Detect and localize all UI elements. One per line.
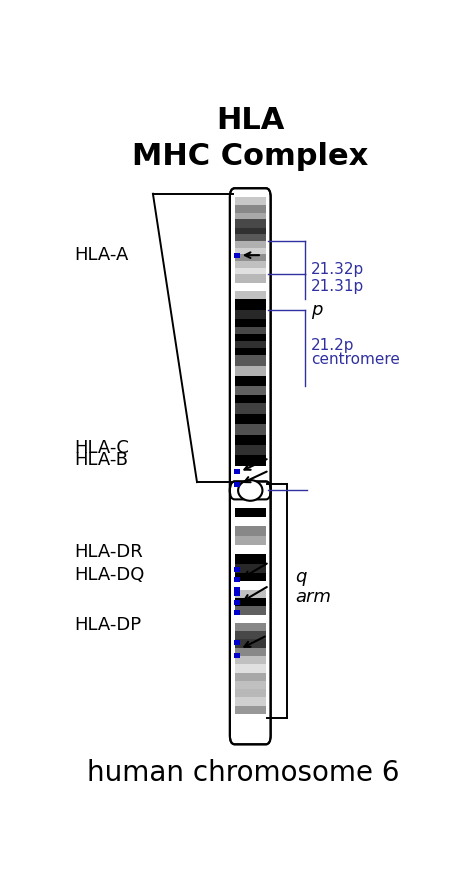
Bar (235, 349, 266, 355)
Bar (235, 386, 266, 394)
FancyBboxPatch shape (230, 481, 271, 745)
Text: q
arm: q arm (295, 567, 331, 607)
Text: HLA-C: HLA-C (74, 439, 129, 457)
Bar (234, 600, 240, 606)
Bar (235, 205, 266, 213)
Bar (235, 623, 266, 631)
Bar (234, 610, 240, 615)
Bar (234, 253, 240, 257)
Bar (235, 248, 266, 254)
Bar (235, 424, 266, 435)
Bar (235, 261, 266, 268)
Bar (235, 640, 266, 648)
Bar (235, 241, 266, 248)
Bar (235, 376, 266, 386)
Ellipse shape (238, 480, 263, 501)
Bar (234, 577, 240, 582)
Bar (234, 567, 240, 573)
Bar (235, 508, 266, 517)
Bar (235, 228, 266, 235)
Bar (235, 590, 266, 598)
Bar (235, 213, 266, 220)
Bar (235, 536, 266, 545)
Text: 21.32p: 21.32p (311, 263, 364, 277)
Text: 21.2p: 21.2p (311, 338, 355, 353)
FancyBboxPatch shape (230, 188, 271, 499)
Bar (234, 590, 240, 596)
Bar (234, 587, 240, 591)
Bar (235, 455, 266, 466)
Bar (235, 631, 266, 640)
Text: p: p (311, 301, 322, 319)
Bar (235, 697, 266, 706)
Bar (235, 235, 266, 241)
Text: HLA-DQ: HLA-DQ (74, 566, 144, 584)
Bar (235, 673, 266, 681)
Bar (235, 254, 266, 261)
Bar (235, 656, 266, 664)
Bar (234, 653, 240, 658)
Bar (235, 526, 266, 536)
Bar (235, 197, 266, 205)
Bar (235, 334, 266, 341)
Bar (235, 341, 266, 349)
Bar (235, 355, 266, 366)
Bar (235, 291, 266, 299)
Text: HLA-DR: HLA-DR (74, 543, 143, 561)
Bar (235, 564, 266, 573)
Bar (235, 681, 266, 689)
Bar (235, 327, 266, 334)
Bar (234, 482, 240, 487)
Bar (235, 274, 266, 283)
Bar (235, 299, 266, 310)
Bar (235, 366, 266, 376)
Bar (235, 268, 266, 274)
Bar (235, 310, 266, 319)
Text: HLA-B: HLA-B (74, 451, 128, 470)
Bar (235, 414, 266, 424)
Bar (235, 706, 266, 714)
Bar (235, 394, 266, 403)
Bar (235, 220, 266, 228)
Text: HLA-DP: HLA-DP (74, 616, 141, 634)
Bar (235, 598, 266, 607)
Bar (235, 689, 266, 697)
Bar (235, 554, 266, 564)
Text: HLA-A: HLA-A (74, 246, 128, 264)
Bar (235, 607, 266, 615)
Bar (235, 648, 266, 656)
Bar (235, 319, 266, 327)
Bar (235, 445, 266, 455)
Bar (234, 641, 240, 645)
Text: centromere: centromere (311, 352, 400, 366)
Text: human chromosome 6: human chromosome 6 (87, 759, 399, 788)
Bar (235, 664, 266, 673)
Text: HLA
MHC Complex: HLA MHC Complex (132, 106, 368, 171)
Bar (235, 573, 266, 582)
Bar (234, 470, 240, 474)
Bar (235, 403, 266, 414)
Text: 21.31p: 21.31p (311, 280, 364, 295)
Bar (235, 435, 266, 445)
